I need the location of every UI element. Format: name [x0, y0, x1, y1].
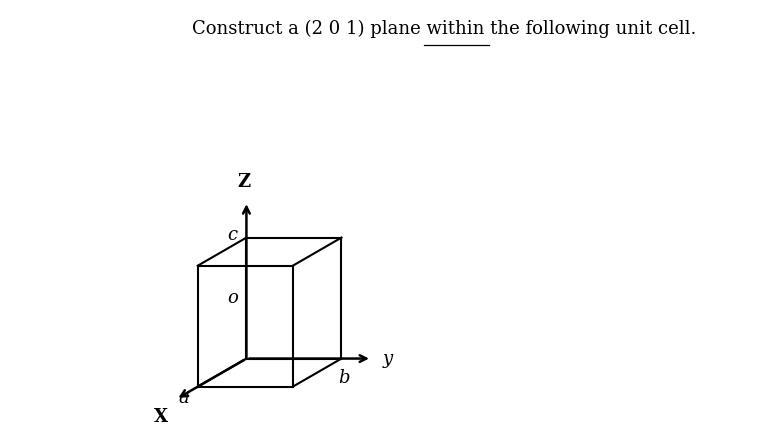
Text: X: X — [154, 408, 168, 426]
Text: y: y — [383, 349, 393, 368]
Text: o: o — [227, 289, 238, 307]
Text: Construct a (2 0 1) plane within the following unit cell.: Construct a (2 0 1) plane within the fol… — [192, 19, 696, 38]
Text: c: c — [226, 226, 237, 245]
Text: Z: Z — [238, 172, 250, 191]
Text: a: a — [179, 389, 189, 407]
Text: b: b — [338, 369, 349, 388]
